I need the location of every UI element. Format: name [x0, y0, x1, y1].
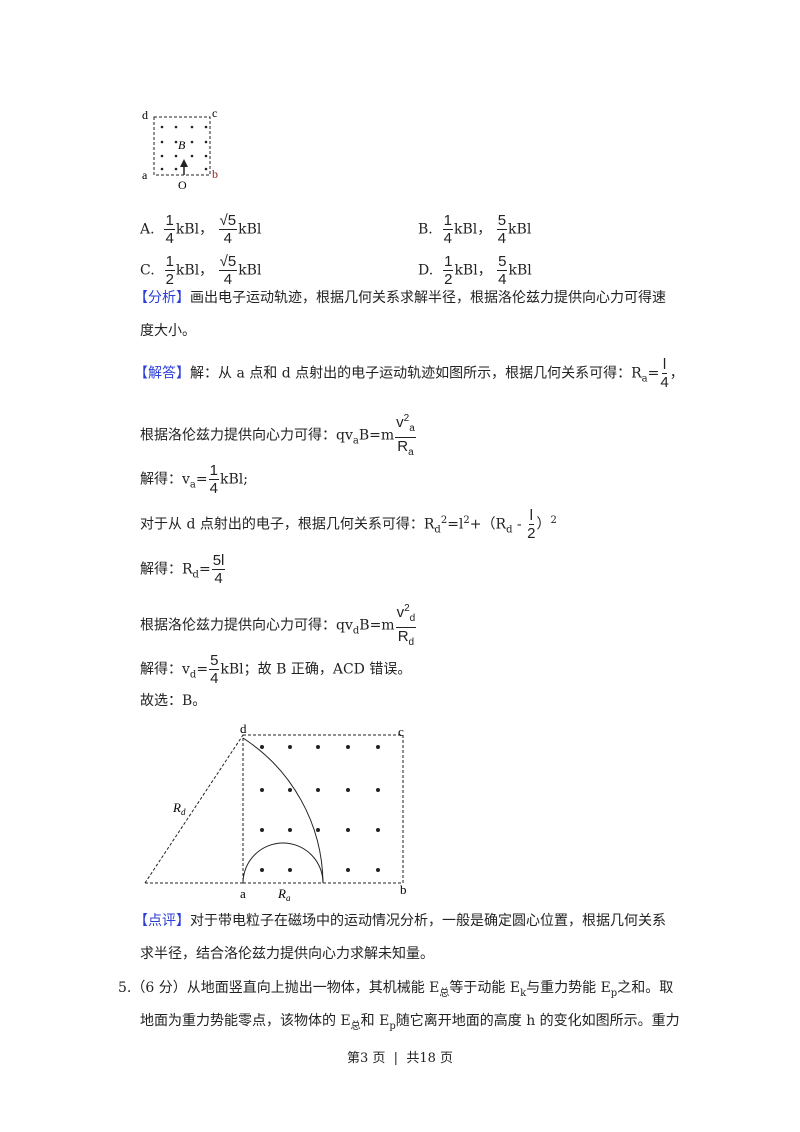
field-dots: [160, 125, 208, 171]
option-d: D. 1 2 kBl， 5 4 kBl: [418, 253, 532, 288]
solution-line-1: 【解答】解：从 a 点和 d 点射出的电子运动轨迹如图所示，根据几何关系可得：R…: [134, 356, 684, 391]
solution-line-7: 解得：vd= 5 4 kBl；故 B 正确，ACD 错误。: [140, 652, 412, 687]
svg-text:b: b: [400, 882, 407, 897]
solution-line-4: 对于从 d 点射出的电子，根据几何关系可得：Rd2=l2+（Rd - l 2 ）2: [140, 507, 557, 542]
comment-line-1: 【点评】对于带电粒子在磁场中的运动情况分析，一般是确定圆心位置，根据几何关系: [134, 913, 666, 929]
svg-text:d: d: [240, 721, 247, 736]
svg-text:a: a: [142, 168, 148, 182]
svg-text:a: a: [240, 886, 246, 901]
solution-line-3: 解得：va= 1 4 kBl;: [140, 462, 248, 497]
velocity-arrow-icon: [180, 159, 188, 167]
analysis-line-2: 度大小。: [140, 323, 196, 339]
solution-line-8: 故选：B。: [140, 693, 207, 709]
trajectory-d: [242, 737, 324, 884]
svg-text:b: b: [212, 167, 218, 181]
question-5-line-2: 地面为重力势能零点，该物体的 E总和 Ep随它离开地面的高度 h 的变化如图所示…: [140, 1013, 680, 1032]
svg-text:B: B: [178, 138, 186, 152]
trajectory-a: [242, 842, 324, 884]
comment-line-2: 求半径，结合洛伦兹力提供向心力求解未知量。: [140, 946, 434, 962]
svg-text:O: O: [178, 178, 187, 192]
analysis-line-1: 【分析】画出电子运动轨迹，根据几何关系求解半径，根据洛伦兹力提供向心力可得速: [134, 290, 666, 306]
option-c: C. 1 2 kBl， √5 4 kBl: [140, 253, 262, 288]
option-b: B. 1 4 kBl， 5 4 kBl: [418, 212, 532, 247]
magnetic-field-figure-small: d c a b B O: [142, 106, 218, 192]
svg-text:d: d: [142, 108, 148, 122]
page-footer: 第3 页 | 共18 页: [347, 1051, 453, 1066]
solution-line-5: 解得：Rd= 5l 4: [140, 552, 226, 587]
solution-line-2: 根据洛伦兹力提供向心力可得：qvaB=m v2a Ra: [140, 410, 417, 461]
solution-line-6: 根据洛伦兹力提供向心力可得：qvdB=m v2d Rd: [140, 600, 417, 651]
svg-text:Ra: Ra: [277, 886, 291, 903]
electron-trajectory-figure: d c a b Rd Ra: [144, 721, 407, 903]
field-dots: [260, 745, 380, 872]
option-a: A. 1 4 kBl， √5 4 kBl: [140, 212, 262, 247]
svg-text:Rd: Rd: [172, 800, 186, 817]
svg-text:c: c: [212, 106, 217, 120]
svg-text:c: c: [398, 724, 404, 739]
question-5-line-1: 5.（6 分）从地面竖直向上抛出一物体，其机械能 E总等于动能 Ek与重力势能 …: [118, 980, 674, 999]
